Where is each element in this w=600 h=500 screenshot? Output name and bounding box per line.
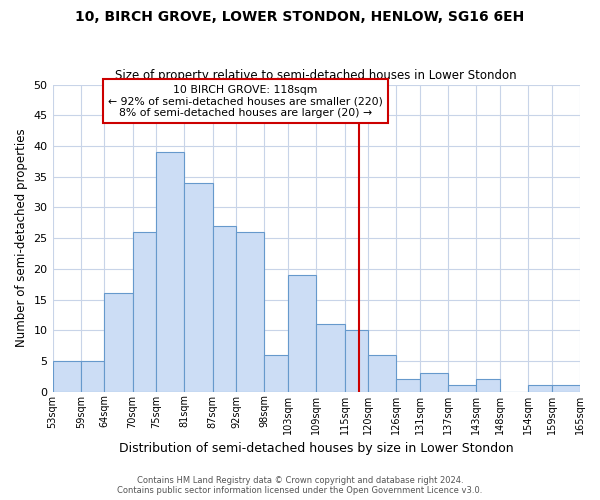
Y-axis label: Number of semi-detached properties: Number of semi-detached properties [15, 129, 28, 348]
Bar [288, 275, 316, 392]
Bar [184, 183, 212, 392]
Title: Size of property relative to semi-detached houses in Lower Stondon: Size of property relative to semi-detach… [115, 69, 517, 82]
Text: 10 BIRCH GROVE: 118sqm
← 92% of semi-detached houses are smaller (220)
8% of sem: 10 BIRCH GROVE: 118sqm ← 92% of semi-det… [108, 84, 383, 118]
Bar [316, 324, 344, 392]
Bar [212, 226, 236, 392]
Text: Contains HM Land Registry data © Crown copyright and database right 2024.
Contai: Contains HM Land Registry data © Crown c… [118, 476, 482, 495]
Bar [397, 380, 420, 392]
Bar [344, 330, 368, 392]
Bar [236, 232, 265, 392]
Bar [448, 386, 476, 392]
Text: 10, BIRCH GROVE, LOWER STONDON, HENLOW, SG16 6EH: 10, BIRCH GROVE, LOWER STONDON, HENLOW, … [76, 10, 524, 24]
Bar [476, 380, 500, 392]
Bar [104, 294, 133, 392]
Bar [133, 232, 156, 392]
Bar [420, 373, 448, 392]
Bar [156, 152, 184, 392]
Bar [81, 361, 104, 392]
Bar [53, 361, 81, 392]
Bar [368, 355, 397, 392]
X-axis label: Distribution of semi-detached houses by size in Lower Stondon: Distribution of semi-detached houses by … [119, 442, 514, 455]
Bar [528, 386, 552, 392]
Bar [265, 355, 288, 392]
Bar [552, 386, 580, 392]
